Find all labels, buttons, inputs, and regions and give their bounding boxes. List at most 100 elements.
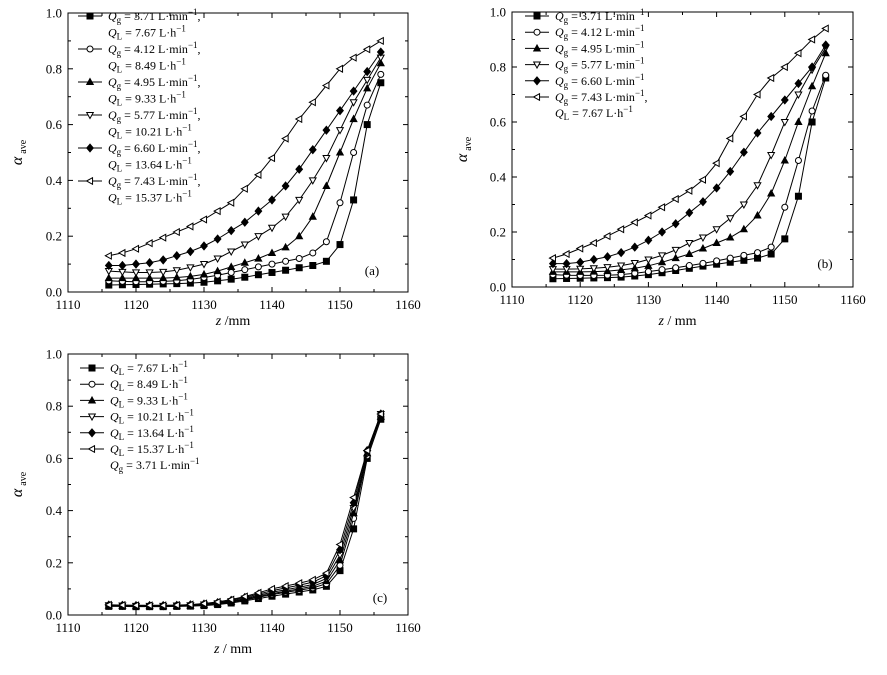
chart-b-data-point (698, 234, 708, 242)
chart-b-series-4 (548, 44, 830, 274)
chart-a-data-point (131, 273, 141, 282)
chart-a-data-point (185, 222, 194, 231)
chart-b-data-point (698, 175, 707, 184)
chart-a-data-point (145, 258, 154, 268)
chart-a-data-point (172, 227, 180, 237)
chart-a-data-point (349, 53, 357, 62)
chart-b-data-point (725, 134, 734, 143)
chart-a-y-tick-label: 1.0 (46, 6, 62, 21)
chart-b-data-point (794, 91, 803, 99)
chart-b-data-point (684, 186, 693, 195)
chart-a-x-tick-label: 1120 (123, 297, 149, 312)
chart-a-data-point (321, 81, 330, 90)
chart-b-data-point (589, 238, 597, 248)
chart-b-data-point (753, 90, 761, 99)
chart-c-x-tick-label: 1110 (55, 620, 80, 635)
chart-b-legend: Qg = 3.71 L·min−1Qg = 4.12 L·min−1Qg = 4… (525, 7, 648, 122)
chart-a-data-point (281, 213, 290, 222)
chart-a-series-1 (105, 79, 385, 289)
chart-b-data-point (562, 258, 571, 269)
chart-a-data-point (186, 264, 195, 272)
chart-a-data-point (240, 258, 249, 266)
chart-c-legend-marker (87, 413, 97, 422)
chart-b-data-point (739, 201, 749, 209)
chart-a-data-point (268, 260, 276, 268)
chart-c-legend-marker (88, 428, 96, 438)
chart-a-data-point (199, 269, 209, 278)
chart-c-y-tick-label: 0.4 (46, 503, 63, 518)
chart-c-x-axis-title: z / mm (213, 642, 252, 657)
chart-c-data-point (294, 579, 303, 588)
chart-a-data-point (350, 196, 358, 204)
chart-b-series-5 (548, 40, 830, 269)
chart-a-data-point (159, 268, 168, 277)
chart-a-data-point (335, 64, 344, 73)
chart-a-panel-label: (a) (365, 263, 379, 278)
chart-b-data-point (603, 252, 612, 262)
chart-a-data-point (377, 79, 385, 87)
chart-a-data-point (294, 114, 303, 124)
chart-a-series-3 (104, 58, 385, 282)
chart-b-panel-label: (b) (817, 256, 832, 271)
chart-b-data-point (657, 203, 666, 212)
chart-c-data-point (172, 600, 180, 610)
chart-b-data-point (753, 128, 762, 138)
chart-c-series-5 (104, 409, 385, 611)
chart-a-data-point (377, 70, 385, 78)
chart-c-series-6 (104, 409, 384, 610)
chart-a-data-point (362, 45, 371, 54)
chart-c-legend-entry: QL = 8.49 L·h−1 (110, 375, 188, 393)
chart-c-data-point (376, 409, 384, 419)
chart-b-legend-entry: Qg = 5.77 L·min−1 (555, 56, 645, 74)
chart-b-data-point (766, 73, 775, 83)
chart-b-data-point (780, 62, 788, 72)
chart-b-data-point (794, 78, 803, 89)
chart-c-y-tick-label: 0.0 (46, 608, 62, 623)
chart-c-data-point (281, 581, 289, 591)
chart-a-legend-marker (86, 143, 94, 153)
chart-a-data-point (268, 268, 276, 276)
chart-panel-c: 1110 1120 1130 1140 1150 1160 0.0 0.2 0.4 0.6 0.8 1… (0, 340, 440, 675)
chart-a-data-point (118, 260, 127, 271)
chart-b-y-tick-label: 0.8 (490, 60, 506, 75)
chart-c-panel-label: (c) (373, 590, 387, 605)
chart-a-data-point (267, 248, 277, 256)
chart-a-data-point (240, 217, 249, 227)
chart-a-y-tick-label: 0.8 (46, 61, 62, 76)
chart-a-data-point (350, 149, 358, 156)
chart-c-data-point (131, 601, 140, 610)
chart-b-svg: 1110 1120 1130 1140 1150 1160 0.0 0.2 0.4 0.6 0.8 1… (454, 5, 866, 330)
chart-b-legend-entry: Qg = 3.71 L·min−1 (555, 7, 645, 25)
chart-a-data-point (254, 254, 263, 262)
chart-b-data-point (699, 197, 707, 207)
chart-b-data-point (740, 251, 748, 259)
chart-c-data-point (349, 493, 357, 502)
chart-a-data-point (227, 268, 235, 276)
chart-c-data-point (145, 601, 153, 610)
chart-b-data-point (671, 246, 680, 255)
chart-a-data-point (281, 134, 289, 143)
chart-a-data-point (349, 114, 358, 123)
chart-a-series-6 (104, 36, 384, 260)
chart-a-data-point (309, 261, 317, 269)
chart-c-legend-marker (87, 444, 96, 454)
chart-c-y-tick-label: 0.6 (46, 451, 63, 466)
chart-a-y-tick-label: 0.6 (46, 117, 63, 132)
chart-a-data-point (253, 170, 262, 179)
chart-b-x-tick-label: 1120 (567, 292, 593, 307)
chart-c-legend-marker (88, 364, 96, 372)
chart-b-data-point (630, 218, 638, 227)
chart-a-data-point (336, 105, 344, 116)
chart-a-data-point (117, 248, 126, 258)
chart-c-data-point (335, 555, 345, 564)
chart-a-data-point (281, 181, 290, 191)
chart-a-data-point (281, 242, 290, 251)
chart-b-data-point (644, 268, 652, 276)
chart-a-data-point (159, 255, 168, 265)
chart-b-data-point (808, 107, 816, 115)
chart-a-data-point (172, 251, 181, 261)
chart-b-data-point (685, 208, 694, 218)
chart-b-data-point (754, 249, 762, 257)
chart-b-data-point (617, 247, 626, 258)
chart-a-data-point (254, 206, 263, 216)
